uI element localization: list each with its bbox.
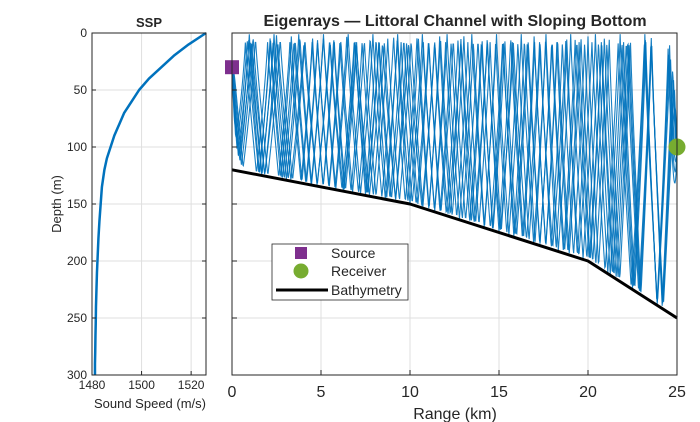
- legend-receiver-label: Receiver: [331, 263, 387, 279]
- ssp-xtick-label: 1500: [128, 378, 155, 392]
- ssp-ylabel: Depth (m): [49, 175, 64, 233]
- ray-xtick-label: 10: [401, 384, 419, 401]
- eigenray-lines: [231, 34, 678, 306]
- ssp-ytick-label: 300: [67, 368, 87, 382]
- ssp-ytick-label: 200: [67, 254, 87, 268]
- ssp-ticks: 1480 1500 1520 0 50 100 150 200 250 300: [67, 26, 206, 392]
- eigenray-line: [231, 42, 678, 300]
- ssp-ytick-label: 250: [67, 311, 87, 325]
- legend: Source Receiver Bathymetry: [271, 243, 409, 301]
- legend-source-symbol: [295, 247, 307, 259]
- legend-source-label: Source: [331, 245, 376, 261]
- ray-ticks: 0 5 10 15 20 25: [228, 32, 686, 401]
- legend-bathymetry-label: Bathymetry: [331, 282, 402, 298]
- ssp-ytick-label: 100: [67, 140, 87, 154]
- ray-xlabel: Range (km): [413, 406, 497, 422]
- ray-xtick-label: 0: [228, 384, 237, 401]
- ray-title: Eigenrays — Littoral Channel with Slopin…: [263, 13, 646, 30]
- bathymetry-line: [231, 168, 678, 320]
- ssp-ytick-label: 50: [74, 83, 88, 97]
- ray-xtick-label: 15: [490, 384, 508, 401]
- eigenray-line: [231, 38, 678, 302]
- eigenray-line: [231, 40, 678, 302]
- ssp-panel: 1480 1500 1520 0 50 100 150 200 250 300 SSP Sound…: [49, 15, 207, 411]
- bathymetry-layer: [231, 168, 678, 320]
- ray-xtick-label: 20: [579, 384, 597, 401]
- ray-xtick-label: 5: [317, 384, 326, 401]
- ssp-lines: [93, 31, 207, 375]
- legend-receiver-symbol: [293, 263, 309, 279]
- ssp-xtick-label: 1480: [79, 378, 106, 392]
- ssp-xlabel: Sound Speed (m/s): [94, 396, 206, 411]
- ssp-ytick-label: 0: [80, 26, 87, 40]
- ssp-xtick-label: 1520: [178, 378, 205, 392]
- eigenray-panel: 0 5 10 15 20 25 Eigenrays — Littoral Channel …: [225, 13, 686, 422]
- ray-xtick-label: 25: [668, 384, 686, 401]
- ssp-ytick-label: 150: [67, 197, 87, 211]
- ssp-title: SSP: [136, 15, 162, 30]
- ssp-curve: [93, 31, 207, 375]
